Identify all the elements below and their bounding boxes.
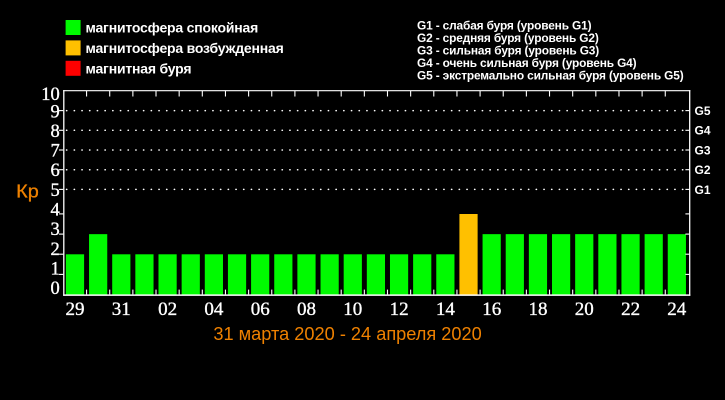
svg-text:8: 8 [50,122,59,142]
svg-text:10: 10 [41,85,60,105]
svg-text:магнитная буря: магнитная буря [86,60,192,76]
svg-text:14: 14 [436,299,456,320]
svg-text:G2: G2 [695,163,711,177]
svg-text:G3 - сильная буря (уровень G3): G3 - сильная буря (уровень G3) [417,44,599,58]
svg-text:магнитосфера возбужденная: магнитосфера возбужденная [86,40,284,56]
svg-text:20: 20 [575,299,594,320]
svg-text:Кр: Кр [16,180,39,201]
svg-text:24: 24 [667,299,687,320]
svg-text:22: 22 [621,299,640,320]
svg-text:G1 - слабая буря (уровень G1): G1 - слабая буря (уровень G1) [417,19,592,33]
svg-text:7: 7 [50,142,59,162]
svg-text:06: 06 [251,299,270,320]
svg-text:29: 29 [66,299,85,320]
svg-text:G3: G3 [695,143,711,157]
svg-text:04: 04 [204,299,224,320]
svg-text:3: 3 [50,220,59,240]
svg-text:9: 9 [50,102,59,122]
svg-text:4: 4 [50,201,59,221]
svg-text:G2 - средняя буря (уровень G2): G2 - средняя буря (уровень G2) [417,31,599,45]
svg-text:магнитосфера спокойная: магнитосфера спокойная [86,20,259,36]
svg-text:0: 0 [50,279,59,299]
svg-text:08: 08 [297,299,316,320]
svg-text:12: 12 [390,299,409,320]
svg-text:5: 5 [50,181,59,201]
svg-text:2: 2 [50,240,59,260]
svg-text:G4 - очень сильная буря (урове: G4 - очень сильная буря (уровень G4) [417,56,637,70]
svg-text:G5: G5 [695,104,711,118]
svg-text:G5 - экстремально сильная буря: G5 - экстремально сильная буря (уровень … [417,68,684,82]
svg-text:16: 16 [482,299,501,320]
svg-text:G1: G1 [695,183,711,197]
svg-text:10: 10 [343,299,362,320]
svg-text:G4: G4 [695,124,711,138]
svg-text:02: 02 [158,299,177,320]
svg-text:6: 6 [50,161,59,181]
svg-text:1: 1 [50,260,59,280]
svg-text:31 марта 2020 - 24 апреля 2020: 31 марта 2020 - 24 апреля 2020 [213,324,481,344]
svg-text:31: 31 [112,299,131,320]
svg-text:18: 18 [529,299,548,320]
